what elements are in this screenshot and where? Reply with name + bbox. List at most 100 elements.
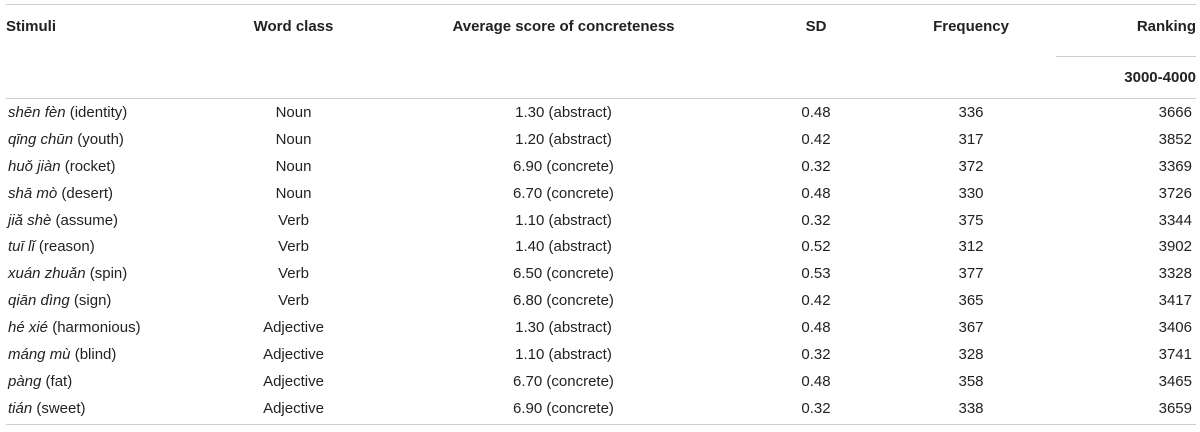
cell-sd: 0.42: [801, 130, 831, 148]
table-row: shēn fèn (identity) Noun 1.30 (abstract) 0.…: [6, 99, 1196, 126]
cell-stimulus: tuī lǐ (reason): [6, 233, 206, 260]
header-sd: SD: [746, 4, 886, 50]
cell-average-score: 1.40 (abstract): [515, 238, 612, 256]
cell-stimulus: qiān dìng (sign): [6, 287, 206, 314]
cell-word-class: Verb: [278, 265, 309, 283]
cell-average-score: 1.30 (abstract): [515, 103, 612, 121]
stimulus-pinyin: hé xié: [8, 319, 49, 337]
cell-sd: 0.32: [746, 394, 886, 425]
table-row: hé xié (harmonious) Adjective 1.30 (abstra…: [6, 314, 1196, 341]
cell-ranking: 3344: [1158, 211, 1192, 229]
cell-average-score: 6.70 (concrete): [513, 372, 614, 390]
cell-sd: 0.48: [801, 319, 831, 337]
header-word-class: Word class: [206, 4, 381, 50]
cell-sd: 0.48: [801, 184, 831, 202]
cell-average-score: 6.90 (concrete): [381, 394, 746, 425]
header-ranking: Ranking: [1056, 4, 1196, 50]
cell-sd: 0.52: [801, 238, 831, 256]
stimuli-table: Stimuli Word class Average score of conc…: [6, 4, 1196, 425]
stimulus-pinyin: shā mò: [8, 184, 58, 202]
cell-frequency: 372: [958, 157, 984, 175]
cell-average-score: 1.20 (abstract): [515, 130, 612, 148]
cell-average-score: 1.10 (abstract): [515, 345, 612, 363]
cell-ranking: 3902: [1158, 238, 1192, 256]
stimulus-pinyin: pàng: [8, 372, 42, 390]
cell-stimulus: hé xié (harmonious): [6, 314, 206, 341]
header-ranking-range: 3000-4000: [1056, 50, 1196, 99]
cell-stimulus: jiǎ shè (assume): [6, 207, 206, 234]
cell-word-class: Adjective: [263, 319, 324, 337]
cell-ranking: 3741: [1158, 345, 1192, 363]
table-row: tuī lǐ (reason) Verb 1.40 (abstract) 0.52 31…: [6, 233, 1196, 260]
stimulus-gloss: (harmonious): [48, 319, 141, 337]
stimulus-pinyin: tuī lǐ: [8, 238, 35, 256]
cell-frequency: 375: [958, 211, 984, 229]
cell-frequency: 336: [958, 103, 984, 121]
stimulus-gloss: (spin): [85, 265, 128, 283]
cell-average-score: 6.90 (concrete): [513, 157, 614, 175]
stimulus-gloss: (blind): [70, 345, 117, 363]
table-row: qīng chūn (youth) Noun 1.20 (abstract) 0.42…: [6, 126, 1196, 153]
table-row: máng mù (blind) Adjective 1.10 (abstract) 0…: [6, 341, 1196, 368]
header-sub-empty: [206, 50, 381, 99]
cell-sd: 0.32: [801, 157, 831, 175]
table-row: qiān dìng (sign) Verb 6.80 (concrete) 0.42 3…: [6, 287, 1196, 314]
cell-ranking: 3417: [1158, 292, 1192, 310]
cell-stimulus: máng mù (blind): [6, 341, 206, 368]
header-stimuli: Stimuli: [6, 4, 206, 50]
stimulus-pinyin: máng mù: [8, 345, 71, 363]
cell-word-class: Noun: [275, 184, 312, 202]
table-row: shā mò (desert) Noun 6.70 (concrete) 0.48 33…: [6, 180, 1196, 207]
header-sub-empty: [381, 50, 746, 99]
stimulus-gloss: (sign): [69, 292, 112, 310]
stimulus-gloss: (assume): [51, 211, 119, 229]
cell-frequency: 328: [958, 345, 984, 363]
cell-frequency: 377: [958, 265, 984, 283]
table-row: jiǎ shè (assume) Verb 1.10 (abstract) 0.32 3…: [6, 207, 1196, 234]
cell-frequency: 330: [958, 184, 984, 202]
cell-frequency: 365: [958, 292, 984, 310]
cell-average-score: 6.80 (concrete): [513, 292, 614, 310]
table-header: Stimuli Word class Average score of conc…: [6, 4, 1196, 99]
cell-stimulus: tián (sweet): [6, 394, 206, 425]
cell-average-score: 1.10 (abstract): [515, 211, 612, 229]
table-body: shēn fèn (identity) Noun 1.30 (abstract) 0.…: [6, 99, 1196, 425]
stimulus-gloss: (identity): [65, 103, 128, 121]
cell-word-class: Adjective: [263, 345, 324, 363]
cell-frequency: 367: [958, 319, 984, 337]
cell-word-class: Verb: [278, 238, 309, 256]
stimulus-pinyin: xuán zhuǎn: [8, 265, 86, 283]
cell-sd: 0.53: [801, 265, 831, 283]
stimulus-gloss: (desert): [57, 184, 114, 202]
cell-sd: 0.32: [801, 211, 831, 229]
cell-sd: 0.48: [801, 372, 831, 390]
cell-frequency: 358: [958, 372, 984, 390]
cell-stimulus: huǒ jiàn (rocket): [6, 153, 206, 180]
stimulus-pinyin: tián: [8, 399, 33, 417]
header-row: Stimuli Word class Average score of conc…: [6, 4, 1196, 50]
cell-sd: 0.42: [801, 292, 831, 310]
cell-word-class: Noun: [275, 130, 312, 148]
cell-sd: 0.48: [801, 103, 831, 121]
table-row: tián (sweet) Adjective 6.90 (concrete) 0.32…: [6, 394, 1196, 425]
cell-word-class: Adjective: [206, 394, 381, 425]
cell-ranking: 3666: [1158, 103, 1192, 121]
cell-word-class: Adjective: [263, 372, 324, 390]
cell-frequency: 312: [958, 238, 984, 256]
cell-word-class: Verb: [278, 292, 309, 310]
stimulus-pinyin: jiǎ shè: [8, 211, 52, 229]
header-sub-empty: [746, 50, 886, 99]
stimulus-gloss: (sweet): [32, 399, 86, 417]
cell-average-score: 6.70 (concrete): [513, 184, 614, 202]
cell-ranking: 3406: [1158, 319, 1192, 337]
header-sub-empty: [6, 50, 206, 99]
cell-ranking: 3465: [1158, 372, 1192, 390]
cell-stimulus: qīng chūn (youth): [6, 126, 206, 153]
header-sub-empty: [886, 50, 1056, 99]
stimuli-table-container: Stimuli Word class Average score of conc…: [6, 4, 1196, 425]
cell-sd: 0.32: [801, 345, 831, 363]
cell-average-score: 6.50 (concrete): [513, 265, 614, 283]
cell-average-score: 1.30 (abstract): [515, 319, 612, 337]
cell-word-class: Noun: [275, 157, 312, 175]
cell-frequency: 338: [886, 394, 1056, 425]
